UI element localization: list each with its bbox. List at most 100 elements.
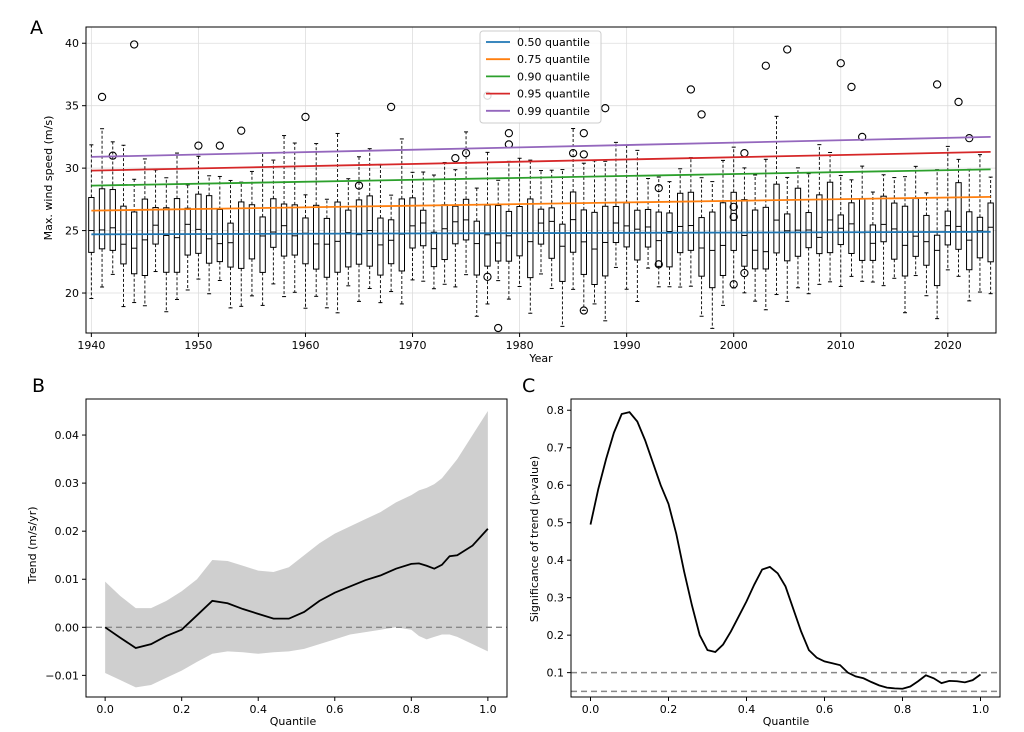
outlier-point bbox=[654, 260, 663, 269]
panel-a-y-tick-label: 35 bbox=[65, 100, 79, 113]
panel-c: C 0.0 0.2 0.4 0.6 0.8 1.00.10.20.30.40.50.60.… bbox=[522, 375, 1001, 728]
legend-label: 0.75 quantile bbox=[517, 53, 590, 66]
box-1976 bbox=[473, 187, 480, 317]
box-body bbox=[345, 209, 352, 268]
box-2021 bbox=[955, 158, 962, 277]
outlier-point bbox=[237, 126, 246, 135]
pvalue-line bbox=[589, 411, 982, 690]
panel-a-y-tick-label: 40 bbox=[65, 37, 79, 50]
box-body bbox=[195, 193, 202, 254]
outlier-point bbox=[504, 129, 514, 138]
box-body bbox=[848, 202, 855, 254]
panel-c-x-tick-label: 1.0 bbox=[972, 703, 990, 716]
box-body bbox=[698, 217, 705, 277]
panel-b-y-tick-label: 0.03 bbox=[55, 477, 80, 490]
box-1957 bbox=[270, 159, 277, 285]
box-body bbox=[751, 209, 759, 270]
box-2018 bbox=[923, 192, 930, 297]
panel-b-y-tick-label: 0.02 bbox=[55, 525, 80, 538]
box-body bbox=[98, 188, 106, 250]
box-body bbox=[976, 216, 984, 259]
box-2006 bbox=[794, 167, 802, 289]
box-body bbox=[880, 195, 887, 243]
outlier-point bbox=[386, 102, 396, 112]
box-body bbox=[152, 207, 159, 245]
box-1950 bbox=[195, 155, 202, 280]
outlier-point bbox=[740, 148, 749, 158]
panel-a-x-tick-label: 1990 bbox=[613, 339, 641, 352]
outlier-point bbox=[601, 104, 610, 113]
box-body bbox=[205, 195, 213, 264]
box-body bbox=[248, 204, 256, 260]
confidence-band bbox=[105, 411, 488, 688]
panel-c-pvalue-line bbox=[589, 411, 982, 690]
box-1983 bbox=[548, 169, 555, 289]
box-1985 bbox=[569, 128, 577, 290]
outlier-point bbox=[97, 92, 107, 102]
panel-b-x-tick-label: 0.8 bbox=[403, 703, 421, 716]
box-body bbox=[163, 207, 170, 273]
panel-a-x-tick-label: 1940 bbox=[77, 339, 105, 352]
box-body bbox=[623, 202, 630, 248]
box-body bbox=[677, 192, 684, 254]
panel-b-trend-line bbox=[104, 528, 489, 649]
box-1962 bbox=[323, 198, 331, 309]
panel-c-x-tick-label: 0.0 bbox=[582, 703, 600, 716]
box-2004 bbox=[773, 115, 780, 296]
box-2001 bbox=[741, 167, 748, 294]
panel-a-boxes bbox=[88, 115, 994, 329]
box-body bbox=[933, 234, 941, 287]
box-body bbox=[966, 211, 973, 271]
box-1972 bbox=[430, 174, 438, 290]
box-2017 bbox=[912, 165, 919, 277]
panel-b-x-axis-label: Quantile bbox=[270, 715, 317, 728]
panel-c-y-tick-label: 0.3 bbox=[547, 592, 565, 605]
box-body bbox=[238, 201, 245, 269]
box-1961 bbox=[313, 143, 320, 297]
box-1995 bbox=[677, 168, 684, 288]
box-2011 bbox=[848, 179, 855, 277]
panel-b-y-tick-label: 0.04 bbox=[55, 429, 80, 442]
quantile-line bbox=[91, 195, 991, 212]
panel-c-x-tick-label: 0.6 bbox=[816, 703, 834, 716]
panel-b-y-tick-label: −0.01 bbox=[45, 669, 79, 682]
box-body bbox=[377, 217, 384, 276]
box-2015 bbox=[891, 177, 898, 279]
box-body bbox=[173, 198, 181, 273]
box-1982 bbox=[537, 170, 545, 275]
box-1969 bbox=[398, 138, 406, 305]
panel-b: B 0.0 0.2 0.4 0.6 0.8 1.0−0.010.000.010.020.0… bbox=[26, 375, 508, 728]
box-2003 bbox=[762, 158, 769, 311]
box-1964 bbox=[345, 178, 352, 287]
box-body bbox=[655, 211, 662, 267]
box-body bbox=[923, 214, 930, 266]
box-1997 bbox=[698, 177, 705, 317]
panel-a-x-tick-label: 2020 bbox=[934, 339, 962, 352]
box-2000 bbox=[730, 146, 737, 289]
box-body bbox=[323, 217, 331, 278]
panel-b-y-tick-label: 0.01 bbox=[55, 573, 80, 586]
box-body bbox=[131, 211, 138, 275]
box-1978 bbox=[495, 179, 502, 282]
panel-c-y-tick-label: 0.6 bbox=[547, 479, 565, 492]
box-body bbox=[537, 208, 545, 245]
box-2019 bbox=[933, 169, 941, 320]
box-body bbox=[505, 210, 513, 262]
panel-b-y-tick-label: 0.00 bbox=[55, 621, 80, 634]
box-body bbox=[109, 189, 116, 251]
panel-a-y-tick-label: 30 bbox=[65, 162, 79, 175]
panel-b-y-axis-label: Trend (m/s/yr) bbox=[26, 506, 39, 584]
box-body bbox=[794, 187, 802, 257]
box-1994 bbox=[666, 181, 673, 288]
box-body bbox=[430, 231, 438, 268]
panel-c-x-tick-label: 0.8 bbox=[894, 703, 912, 716]
box-body bbox=[644, 208, 652, 248]
outlier-point bbox=[483, 272, 492, 281]
quantile-line bbox=[91, 168, 991, 187]
outlier-point bbox=[130, 40, 139, 49]
panel-a: A 1940 1950 1960 1970 1980 1990 2000 2010 202020… bbox=[30, 17, 997, 365]
panel-a-x-tick-label: 1960 bbox=[291, 339, 319, 352]
box-body bbox=[955, 182, 962, 250]
box-1942 bbox=[109, 141, 116, 275]
